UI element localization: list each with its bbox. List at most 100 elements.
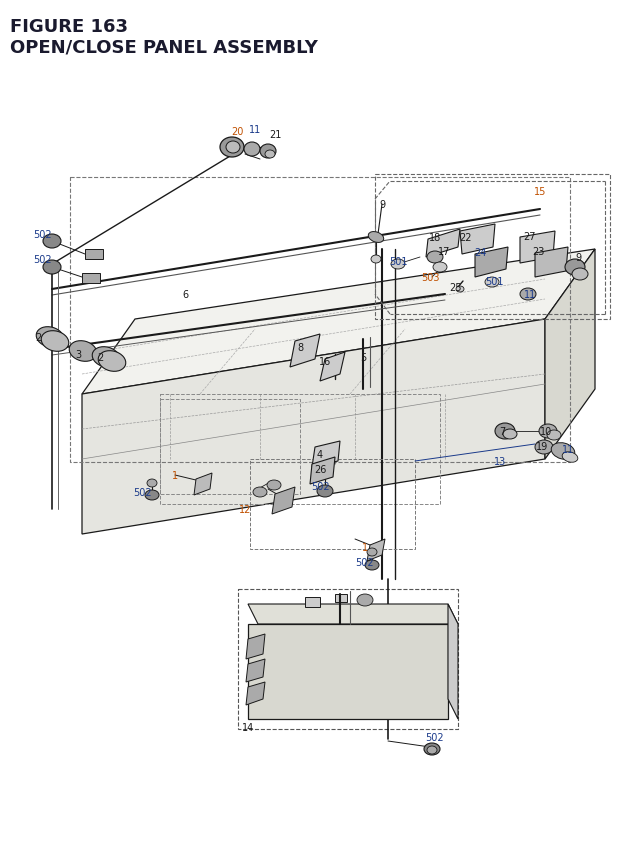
Polygon shape bbox=[426, 230, 460, 257]
Polygon shape bbox=[367, 539, 385, 561]
Text: 4: 4 bbox=[317, 449, 323, 460]
Bar bbox=[160, 394, 440, 505]
Text: 2: 2 bbox=[97, 353, 103, 362]
Ellipse shape bbox=[267, 480, 281, 491]
Ellipse shape bbox=[69, 341, 97, 362]
Ellipse shape bbox=[391, 260, 405, 269]
Bar bbox=[335, 594, 347, 603]
Polygon shape bbox=[448, 604, 458, 719]
Polygon shape bbox=[290, 335, 320, 368]
Polygon shape bbox=[460, 225, 495, 255]
Text: 20: 20 bbox=[231, 127, 243, 137]
Ellipse shape bbox=[357, 594, 373, 606]
Text: 502: 502 bbox=[426, 732, 444, 742]
Text: 21: 21 bbox=[269, 130, 281, 139]
Text: 501: 501 bbox=[484, 276, 503, 287]
Polygon shape bbox=[520, 232, 555, 263]
Text: 503: 503 bbox=[420, 273, 439, 282]
Ellipse shape bbox=[520, 288, 536, 300]
Bar bbox=[250, 460, 415, 549]
Text: 502: 502 bbox=[310, 481, 330, 492]
Text: 25: 25 bbox=[449, 282, 461, 293]
Polygon shape bbox=[320, 353, 345, 381]
Text: 11: 11 bbox=[249, 125, 261, 135]
Text: 502: 502 bbox=[33, 230, 51, 239]
Text: 19: 19 bbox=[536, 442, 548, 451]
Polygon shape bbox=[246, 682, 265, 705]
Polygon shape bbox=[246, 660, 265, 682]
Bar bbox=[238, 589, 458, 729]
Ellipse shape bbox=[367, 548, 377, 556]
Text: 16: 16 bbox=[319, 356, 331, 367]
Text: 9: 9 bbox=[575, 253, 581, 263]
Text: 11: 11 bbox=[562, 444, 574, 455]
Text: 5: 5 bbox=[360, 353, 366, 362]
Ellipse shape bbox=[41, 331, 68, 352]
Text: 24: 24 bbox=[474, 248, 486, 257]
Polygon shape bbox=[312, 442, 340, 468]
Ellipse shape bbox=[535, 441, 553, 455]
Text: 2: 2 bbox=[35, 332, 41, 343]
Ellipse shape bbox=[244, 143, 260, 157]
Text: 1: 1 bbox=[172, 470, 178, 480]
Ellipse shape bbox=[495, 424, 515, 439]
Text: OPEN/CLOSE PANEL ASSEMBLY: OPEN/CLOSE PANEL ASSEMBLY bbox=[10, 38, 318, 56]
Polygon shape bbox=[246, 635, 265, 660]
Text: 501: 501 bbox=[388, 257, 407, 267]
Ellipse shape bbox=[43, 235, 61, 249]
Bar bbox=[70, 177, 570, 462]
Polygon shape bbox=[194, 474, 212, 495]
Text: 26: 26 bbox=[314, 464, 326, 474]
Text: 3: 3 bbox=[75, 350, 81, 360]
Ellipse shape bbox=[92, 347, 120, 368]
Text: 13: 13 bbox=[494, 456, 506, 467]
Bar bbox=[85, 250, 103, 260]
Text: 502: 502 bbox=[33, 255, 51, 264]
Polygon shape bbox=[248, 624, 448, 719]
Ellipse shape bbox=[147, 480, 157, 487]
Text: 7: 7 bbox=[499, 426, 505, 437]
Ellipse shape bbox=[371, 256, 381, 263]
Polygon shape bbox=[310, 457, 335, 485]
Polygon shape bbox=[545, 250, 595, 460]
Text: 17: 17 bbox=[438, 247, 450, 257]
Text: 14: 14 bbox=[242, 722, 254, 732]
Ellipse shape bbox=[365, 561, 379, 570]
Ellipse shape bbox=[98, 351, 126, 372]
Text: 6: 6 bbox=[182, 289, 188, 300]
Polygon shape bbox=[475, 248, 508, 278]
Ellipse shape bbox=[503, 430, 517, 439]
Text: 502: 502 bbox=[132, 487, 151, 498]
Text: 12: 12 bbox=[239, 505, 251, 514]
Text: 27: 27 bbox=[524, 232, 536, 242]
Text: 1: 1 bbox=[362, 542, 368, 553]
Ellipse shape bbox=[456, 287, 464, 293]
Bar bbox=[305, 598, 320, 607]
Polygon shape bbox=[82, 319, 545, 535]
Ellipse shape bbox=[43, 261, 61, 275]
Text: 11: 11 bbox=[524, 289, 536, 300]
Text: 18: 18 bbox=[429, 232, 441, 243]
Ellipse shape bbox=[253, 487, 267, 498]
Text: 23: 23 bbox=[532, 247, 544, 257]
Ellipse shape bbox=[260, 145, 276, 158]
Text: 15: 15 bbox=[534, 187, 546, 197]
Ellipse shape bbox=[145, 491, 159, 500]
Ellipse shape bbox=[562, 452, 578, 462]
Text: FIGURE 163: FIGURE 163 bbox=[10, 18, 128, 36]
Text: 22: 22 bbox=[459, 232, 471, 243]
Ellipse shape bbox=[265, 151, 275, 158]
Text: 8: 8 bbox=[297, 343, 303, 353]
Bar bbox=[82, 274, 100, 283]
Ellipse shape bbox=[539, 424, 557, 438]
Polygon shape bbox=[248, 604, 458, 624]
Polygon shape bbox=[272, 487, 295, 514]
Ellipse shape bbox=[572, 269, 588, 281]
Bar bbox=[160, 400, 300, 494]
Ellipse shape bbox=[427, 251, 443, 263]
Ellipse shape bbox=[424, 743, 440, 755]
Ellipse shape bbox=[551, 443, 575, 460]
Text: 10: 10 bbox=[540, 426, 552, 437]
Ellipse shape bbox=[368, 232, 384, 243]
Polygon shape bbox=[82, 250, 595, 394]
